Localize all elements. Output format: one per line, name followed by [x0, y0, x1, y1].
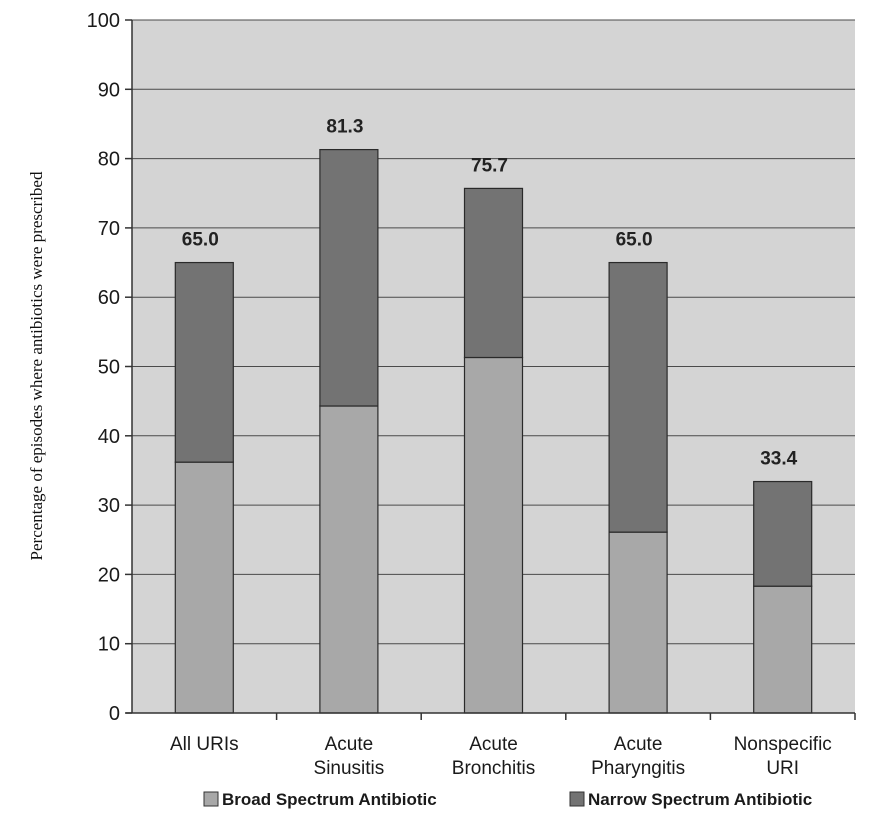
y-tick-label: 90: [98, 79, 120, 101]
bar-narrow-spectrum: [463, 187, 524, 359]
x-category-label: Acute: [469, 734, 518, 755]
x-category-label: Bronchitis: [452, 758, 535, 779]
x-category-label: Pharyngitis: [591, 758, 685, 779]
y-tick-label: 60: [98, 287, 120, 309]
y-tick-label: 70: [98, 218, 120, 240]
legend-swatch-broad: [203, 791, 219, 807]
bar-broad-spectrum: [608, 531, 668, 714]
bar-broad-spectrum: [463, 356, 524, 714]
bar-broad-spectrum: [174, 461, 234, 714]
legend: Broad Spectrum Antibiotic Narrow Spectru…: [203, 790, 812, 809]
data-labels: 65.0 81.3 75.7 65.0 33.4: [182, 117, 798, 470]
bar-total-label: 65.0: [616, 230, 653, 251]
y-tick-label: 0: [109, 703, 120, 725]
legend-label-broad: Broad Spectrum Antibiotic: [222, 790, 437, 809]
y-axis-label: Percentage of episodes where antibiotics…: [27, 171, 46, 560]
y-tick-label: 40: [98, 426, 120, 448]
legend-label-narrow: Narrow Spectrum Antibiotic: [588, 790, 812, 809]
bar-narrow-spectrum: [319, 148, 379, 407]
x-categories: All URIs Acute Sinusitis Acute Bronchitis Acu…: [170, 713, 856, 779]
bar-total-label: 75.7: [471, 155, 508, 176]
y-tick-label: 50: [98, 357, 120, 379]
x-category-label: URI: [766, 758, 799, 779]
x-category-label: Nonspecific: [734, 734, 832, 755]
bar-total-label: 81.3: [326, 117, 363, 138]
legend-swatch-narrow: [569, 791, 585, 807]
y-tick-label: 100: [87, 10, 120, 32]
bar-total-label: 33.4: [760, 449, 797, 470]
y-tick-label: 10: [98, 634, 120, 656]
bar-broad-spectrum: [319, 405, 379, 714]
bar-narrow-spectrum: [753, 480, 813, 587]
x-category-label: Acute: [325, 734, 374, 755]
x-category-label: Sinusitis: [314, 758, 385, 779]
y-tick-label: 20: [98, 564, 120, 586]
bar-narrow-spectrum: [174, 261, 234, 463]
bar-total-label: 65.0: [182, 230, 219, 251]
y-tick-label: 30: [98, 495, 120, 517]
x-category-label: All URIs: [170, 734, 239, 755]
bar-narrow-spectrum: [608, 261, 668, 533]
x-category-label: Acute: [614, 734, 663, 755]
bar-broad-spectrum: [753, 585, 813, 714]
y-tick-label: 80: [98, 149, 120, 171]
y-ticks: 0 10 20 30 40 50 60 70 80 90 100: [87, 10, 132, 725]
bars: [174, 148, 813, 714]
